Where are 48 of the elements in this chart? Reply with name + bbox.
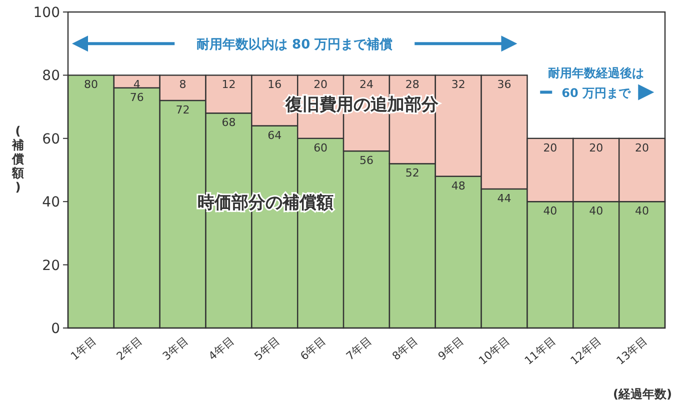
data-label: 80 (84, 78, 98, 92)
annotation: 耐用年数経過後は 60 万円まで (548, 66, 644, 100)
y-tick-label: 20 (42, 258, 60, 274)
data-label: 48 (451, 179, 466, 192)
x-tick-label: 11年目 (522, 334, 558, 368)
y-tick-label: 0 (51, 321, 60, 337)
data-label: 20 (543, 141, 558, 154)
data-label: 4 (133, 78, 140, 92)
data-label: 60 (314, 141, 328, 154)
x-tick-label: 5年目 (252, 334, 283, 363)
data-label: 40 (635, 204, 650, 218)
data-label: 36 (497, 78, 512, 92)
x-tick-label: 2年目 (114, 334, 145, 363)
x-tick-label: 13年目 (614, 334, 650, 368)
x-tick-label: 10年目 (476, 334, 512, 368)
x-tick-label: 6年目 (298, 334, 329, 363)
y-tick-label: 60 (42, 131, 60, 148)
data-label: 44 (497, 192, 512, 205)
y-tick-label: 40 (42, 194, 60, 211)
y-tick-label: 100 (33, 5, 60, 21)
data-label: 68 (222, 116, 236, 130)
data-label: 64 (268, 128, 282, 142)
data-label: 8 (179, 78, 186, 92)
y-tick-label: 80 (42, 68, 60, 84)
data-label: 24 (360, 78, 374, 92)
data-label: 20 (314, 78, 328, 92)
data-label: 20 (635, 141, 650, 154)
data-label: 28 (405, 78, 420, 92)
x-tick-label: 12年目 (568, 334, 604, 368)
x-tick-label: 8年目 (390, 334, 420, 363)
x-tick-label: 9年目 (436, 334, 466, 363)
data-label: 20 (589, 141, 604, 154)
data-label: 52 (405, 166, 420, 180)
data-label: 76 (130, 90, 144, 104)
x-tick-label: 3年目 (160, 334, 191, 363)
data-label: 72 (176, 103, 190, 116)
y-axis-title: (補償額) (11, 124, 24, 194)
x-axis-title: (経過年数) (613, 387, 672, 401)
data-label: 40 (589, 204, 604, 218)
data-label: 32 (451, 78, 466, 92)
data-label: 56 (360, 154, 374, 168)
annotation: 耐用年数以内は 80 万円まで補償 (196, 36, 393, 53)
x-tick-label: 4年目 (206, 334, 237, 363)
data-label: 40 (543, 204, 558, 218)
data-label: 12 (222, 78, 236, 92)
x-tick-label: 7年目 (344, 334, 374, 363)
x-tick-label: 1年目 (68, 334, 99, 363)
data-label: 16 (268, 78, 282, 92)
